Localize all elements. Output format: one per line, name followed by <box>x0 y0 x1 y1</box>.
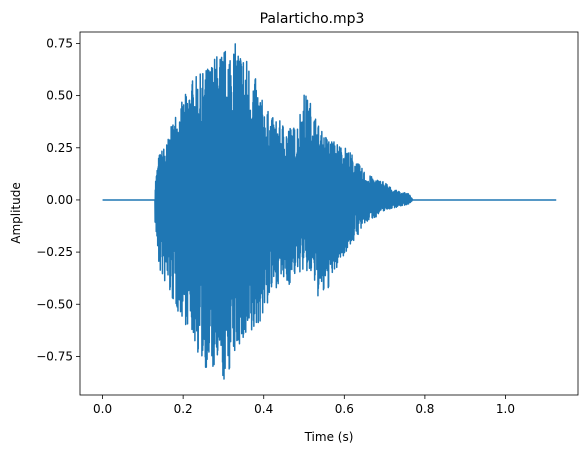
y-tick-label: −0.25 <box>36 245 73 259</box>
x-axis: 0.0 0.2 0.4 0.6 0.8 1.0 <box>93 395 515 416</box>
plot-area <box>102 43 557 380</box>
y-axis: −0.75 −0.50 −0.25 0.00 0.25 0.50 0.75 <box>36 36 80 363</box>
chart-title: Palarticho.mp3 <box>260 11 365 27</box>
x-tick-label: 0.6 <box>335 402 354 416</box>
x-tick-label: 0.4 <box>254 402 273 416</box>
x-tick-label: 0.0 <box>93 402 112 416</box>
waveform-line <box>102 43 557 380</box>
y-tick-label: 0.00 <box>46 193 73 207</box>
y-tick-label: −0.75 <box>36 349 73 363</box>
x-tick-label: 0.8 <box>415 402 434 416</box>
y-tick-label: −0.50 <box>36 297 73 311</box>
y-tick-label: 0.75 <box>46 36 73 50</box>
y-axis-label: Amplitude <box>9 182 23 244</box>
plot-frame <box>79 31 579 396</box>
y-tick-label: 0.25 <box>46 141 73 155</box>
y-tick-label: 0.50 <box>46 89 73 103</box>
x-axis-label: Time (s) <box>304 430 354 444</box>
x-tick-label: 0.2 <box>174 402 193 416</box>
x-tick-label: 1.0 <box>496 402 515 416</box>
